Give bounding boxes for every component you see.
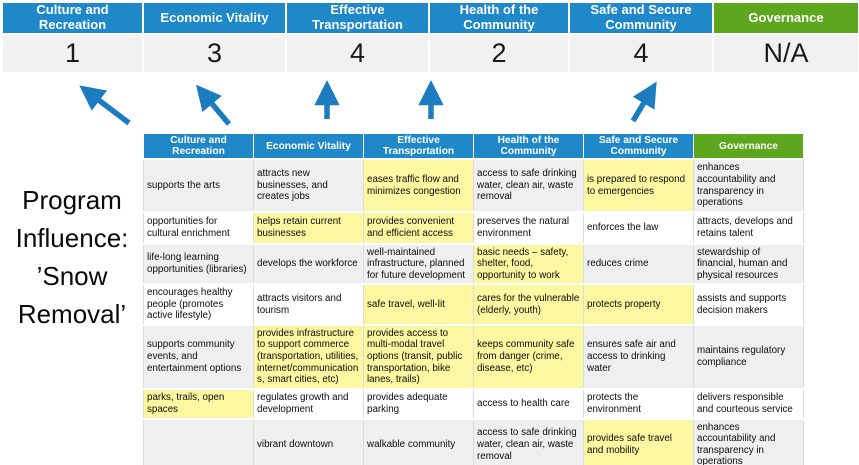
matrix-header-row: Culture and Recreation Economic Vitality… [143, 134, 804, 161]
matrix-cell: attracts new businesses, and creates job… [253, 158, 364, 213]
influence-matrix: Culture and Recreation Economic Vitality… [143, 134, 804, 465]
matrix-cell: provides access to multi-modal travel op… [363, 323, 474, 390]
matrix-cell: supports the arts [143, 158, 254, 213]
matrix-cell: opportunities for cultural enrichment [143, 210, 254, 245]
matrix-cell: basic needs – safety, shelter, food, opp… [473, 242, 584, 286]
program-influence-line: Program [22, 185, 122, 215]
matrix-cell: provides infrastructure to support comme… [253, 323, 364, 390]
matrix-row: opportunities for cultural enrichment hel… [143, 210, 804, 245]
matrix-cell: walkable community [363, 417, 474, 465]
matrix-cell: preserves the natural environment [473, 210, 584, 245]
matrix-cell: provides convenient and efficient access [363, 210, 474, 245]
matrix-row: life-long learning opportunities (librar… [143, 242, 804, 286]
program-influence-label: Program Influence: ’Snow Removal’ [2, 181, 142, 333]
matrix-header-culture-recreation: Culture and Recreation [143, 134, 254, 161]
matrix-body: supports the arts attracts new businesses… [143, 158, 804, 465]
banner-header-safe-secure-community: Safe and Secure Community [570, 2, 712, 33]
matrix-cell: encourages healthy people (promotes acti… [143, 283, 254, 326]
matrix-cell: life-long learning opportunities (librar… [143, 242, 254, 286]
matrix-cell: enhances accountability and transparency… [693, 417, 804, 465]
matrix-cell: stewardship of financial, human and phys… [693, 242, 804, 286]
matrix-cell [143, 417, 254, 465]
matrix-cell: attracts, develops and retains talent [693, 210, 804, 245]
matrix-cell: ensures safe air and access to drinking … [583, 323, 694, 390]
matrix-cell: access to safe drinking water, clean air… [473, 417, 584, 465]
matrix-cell: regulates growth and development [253, 387, 364, 420]
banner-header-health-community: Health of the Community [430, 2, 568, 33]
matrix-cell: assists and supports decision makers [693, 283, 804, 326]
priority-banner: Culture and Recreation Economic Vitality… [3, 2, 858, 72]
matrix-cell: develops the workforce [253, 242, 364, 286]
matrix-cell: vibrant downtown [253, 417, 364, 465]
matrix-cell: eases traffic flow and minimizes congest… [363, 158, 474, 213]
matrix-cell: maintains regulatory compliance [693, 323, 804, 390]
banner-score-culture-recreation: 1 [3, 35, 142, 72]
banner-score-effective-transportation: 4 [287, 35, 428, 72]
banner-header-economic-vitality: Economic Vitality [144, 3, 285, 33]
matrix-cell: well-maintained infrastructure, planned … [363, 242, 474, 286]
matrix-cell: safe travel, well-lit [363, 283, 474, 326]
matrix-cell: delivers responsible and courteous servi… [693, 387, 804, 420]
up-arrow-icon [195, 84, 232, 126]
matrix-row: vibrant downtown walkable community access… [143, 417, 804, 465]
program-influence-line: ’Snow [36, 261, 108, 291]
program-influence-line: Influence: [15, 223, 129, 253]
matrix-row: supports the arts attracts new businesses… [143, 158, 804, 213]
program-influence-line: Removal’ [17, 299, 127, 329]
up-arrow-icon [630, 81, 657, 123]
matrix-header-effective-transportation: Effective Transportation [363, 134, 474, 161]
matrix-cell: enforces the law [583, 210, 694, 245]
matrix-header-economic-vitality: Economic Vitality [253, 134, 364, 161]
matrix-cell: attracts visitors and tourism [253, 283, 364, 326]
matrix-cell: reduces crime [583, 242, 694, 286]
matrix-cell: helps retain current businesses [253, 210, 364, 245]
matrix-cell: protects the environment [583, 387, 694, 420]
matrix-cell: cares for the vulnerable (elderly, youth… [473, 283, 584, 326]
matrix-cell: parks, trails, open spaces [143, 387, 254, 420]
matrix-cell: enhances accountability and transparency… [693, 158, 804, 213]
matrix-cell: keeps community safe from danger (crime,… [473, 323, 584, 390]
banner-score-governance: N/A [714, 35, 858, 72]
matrix-cell: supports community events, and entertain… [143, 323, 254, 390]
matrix-row: encourages healthy people (promotes acti… [143, 283, 804, 326]
banner-score-safe-secure-community: 4 [570, 35, 712, 72]
matrix-cell: access to safe drinking water, clean air… [473, 158, 584, 213]
matrix-header-safe-secure-community: Safe and Secure Community [583, 134, 694, 161]
up-arrow-icon [79, 85, 131, 126]
matrix-header-governance: Governance [693, 134, 804, 161]
matrix-cell: protects property [583, 283, 694, 326]
banner-score-health-community: 2 [430, 35, 568, 72]
banner-score-economic-vitality: 3 [144, 35, 285, 72]
matrix-header-health-community: Health of the Community [473, 134, 584, 161]
matrix-cell: is prepared to respond to emergencies [583, 158, 694, 213]
matrix-cell: provides adequate parking [363, 387, 474, 420]
banner-header-culture-recreation: Culture and Recreation [3, 2, 142, 33]
matrix-cell: access to health care [473, 387, 584, 420]
banner-header-governance: Governance [714, 3, 858, 33]
matrix-row: supports community events, and entertain… [143, 323, 804, 390]
matrix-row: parks, trails, open spaces regulates grow… [143, 387, 804, 420]
matrix-cell: provides safe travel and mobility [583, 417, 694, 465]
banner-header-effective-transportation: Effective Transportation [287, 2, 428, 33]
